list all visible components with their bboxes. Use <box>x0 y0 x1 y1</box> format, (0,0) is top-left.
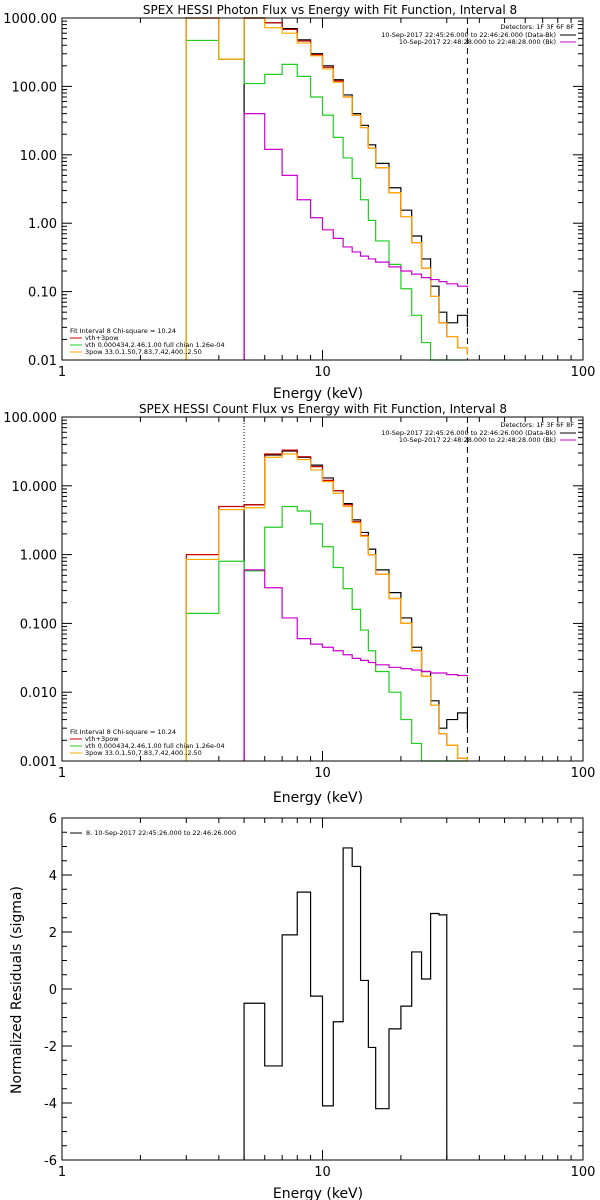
photon-chart-title: SPEX HESSI Photon Flux vs Energy with Fi… <box>143 3 517 17</box>
count-legend-bottom: Fit Interval 8 Chi-square = 10.24 vth+3p… <box>70 728 225 757</box>
residual-y-tick-label: -2 <box>44 1040 57 1055</box>
photon-series-3pow <box>185 17 469 360</box>
residual-x-axis-label: Energy (keV) <box>273 1186 363 1200</box>
photon-x-tick-label: 1 <box>58 365 66 380</box>
residuals-panel: 1 10 100 -6 -4 -2 0 2 4 6 8. 10-Sep-2017 22:45:26… <box>9 812 595 1200</box>
count-x-tick-label: 10 <box>314 766 331 781</box>
count-y-tick-label: 0.010 <box>20 686 57 701</box>
photon-axis-ticks: 1 10 100 0.01 0.10 1.00 10.00 100.00 1000.00 <box>3 12 595 380</box>
photon-legend-bk-interval: 10-Sep-2017 22:48:28.000 to 22:48:28.000… <box>399 38 556 46</box>
residual-series-8-10-sep-2017-22-45-26-000-to-22-46-26-000 <box>243 847 448 1160</box>
residual-y-tick-label: 6 <box>49 812 57 827</box>
photon-series-group <box>185 17 469 361</box>
photon-x-axis-label: Energy (keV) <box>273 386 363 402</box>
count-y-tick-label: 10.000 <box>12 480 58 495</box>
count-y-tick-label: 100.000 <box>3 411 57 426</box>
residual-plot-frame <box>61 817 584 1161</box>
photon-legend-total: vth+3pow <box>85 334 119 342</box>
count-series-group <box>185 417 469 762</box>
count-series-bk <box>243 569 469 761</box>
residual-y-tick-label: 4 <box>49 869 57 884</box>
photon-series-vth <box>185 39 468 361</box>
photon-y-tick-label: 0.10 <box>28 286 57 301</box>
count-legend-total: vth+3pow <box>85 735 119 743</box>
photon-y-tick-label: 1.00 <box>28 217 57 232</box>
residual-y-axis-label: Normalized Residuals (sigma) <box>9 886 25 1094</box>
count-chart-title: SPEX HESSI Count Flux vs Energy with Fit… <box>139 402 507 416</box>
count-x-axis-label: Energy (keV) <box>273 790 363 806</box>
photon-legend-bottom: Fit Interval 8 Chi-square = 10.24 vth+3p… <box>70 327 225 356</box>
residual-axis-ticks: 1 10 100 -6 -4 -2 0 2 4 6 <box>44 812 595 1180</box>
photon-legend-detectors: Detectors: 1F 3F 6F 8F <box>500 23 574 31</box>
residual-y-tick-label: 2 <box>49 926 57 941</box>
photon-series-data-bk <box>243 17 469 360</box>
count-legend-3pow: 3pow 33.0,1.50,7.83,7.42,400.,2.50 <box>85 749 202 757</box>
count-legend-data-interval: 10-Sep-2017 22:45:26.000 to 22:46:26.000… <box>381 429 556 437</box>
photon-legend-vth: vth 0.000434,2.46,1.00 full chian 1.26e-… <box>85 341 225 349</box>
count-legend-bk-interval: 10-Sep-2017 22:48:28.000 to 22:48:28.000… <box>399 436 556 444</box>
count-legend-top: Detectors: 1F 3F 6F 8F 10-Sep-2017 22:45… <box>381 421 576 444</box>
residual-x-tick-label: 1 <box>58 1165 66 1180</box>
residual-y-tick-label: 0 <box>49 983 57 998</box>
photon-y-tick-label: 100.00 <box>12 80 58 95</box>
count-y-tick-label: 1.000 <box>20 549 57 564</box>
count-flux-panel: SPEX HESSI Count Flux vs Energy with Fit… <box>3 402 595 806</box>
photon-legend-3pow: 3pow 33.0,1.50,7.83,7.42,400.,2.50 <box>85 348 202 356</box>
count-series-vth-3pow <box>185 449 469 761</box>
count-legend-detectors: Detectors: 1F 3F 6F 8F <box>500 421 574 429</box>
photon-y-tick-label: 1000.00 <box>3 12 57 27</box>
residual-x-tick-label: 100 <box>571 1165 596 1180</box>
count-legend-vth: vth 0.000434,2.46,1.00 full chian 1.26e-… <box>85 742 225 750</box>
photon-series-bk <box>243 113 469 360</box>
count-series-3pow <box>185 453 469 761</box>
photon-y-tick-label: 10.00 <box>20 149 57 164</box>
photon-legend-data-interval: 10-Sep-2017 22:45:26.000 to 22:46:26.000… <box>381 31 556 39</box>
photon-x-tick-label: 10 <box>314 365 331 380</box>
count-x-tick-label: 1 <box>58 766 66 781</box>
photon-plot-frame <box>61 17 584 361</box>
count-y-tick-label: 0.100 <box>20 617 57 632</box>
photon-flux-panel: SPEX HESSI Photon Flux vs Energy with Fi… <box>3 3 595 402</box>
count-y-tick-label: 0.001 <box>20 755 57 770</box>
count-x-tick-label: 100 <box>571 766 596 781</box>
residual-x-tick-label: 10 <box>314 1165 331 1180</box>
photon-x-tick-label: 100 <box>571 365 596 380</box>
photon-y-tick-label: 0.01 <box>28 354 57 369</box>
residual-y-tick-label: -6 <box>44 1154 57 1169</box>
residual-y-tick-label: -4 <box>44 1097 57 1112</box>
residual-series-group <box>243 847 448 1160</box>
residual-legend-interval: 8. 10-Sep-2017 22:45:26.000 to 22:46:26.… <box>86 829 236 837</box>
count-legend-fit: Fit Interval 8 Chi-square = 10.24 <box>70 728 176 736</box>
count-plot-frame <box>61 416 584 762</box>
count-series-data-bk <box>243 450 469 761</box>
count-series-vth <box>185 505 468 762</box>
count-axis-ticks: 1 10 100 0.001 0.010 0.100 1.000 10.000 100.000 <box>3 411 595 781</box>
photon-legend-fit: Fit Interval 8 Chi-square = 10.24 <box>70 327 176 335</box>
photon-legend-top: Detectors: 1F 3F 6F 8F 10-Sep-2017 22:45… <box>381 23 576 46</box>
